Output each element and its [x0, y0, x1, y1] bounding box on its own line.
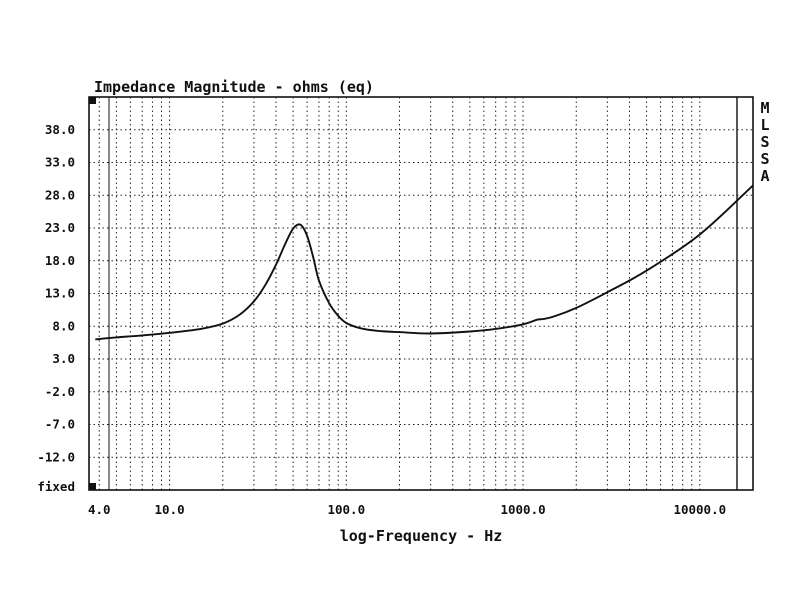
grid-lines	[89, 97, 753, 490]
x-tick-label: 10.0	[155, 502, 185, 517]
y-tick-label: 8.0	[52, 318, 75, 333]
x-tick-label: 1000.0	[500, 502, 545, 517]
bottom-left-marker	[89, 483, 96, 490]
x-tick-label: 100.0	[327, 502, 365, 517]
impedance-curve	[95, 184, 754, 341]
x-axis-label: log-Frequency - Hz	[340, 527, 503, 545]
side-label-letter: A	[760, 167, 769, 185]
fixed-label: fixed	[37, 479, 75, 494]
top-left-marker	[89, 97, 96, 104]
x-tick-label: 10000.0	[673, 502, 726, 517]
y-tick-label: 33.0	[45, 155, 75, 170]
series-layer	[95, 184, 754, 341]
side-label-letter: S	[760, 133, 769, 151]
y-tick-label: 23.0	[45, 220, 75, 235]
y-tick-label: -12.0	[37, 449, 75, 464]
y-tick-label: 38.0	[45, 122, 75, 137]
side-label-letter: L	[760, 116, 769, 134]
x-tick-label: 4.0	[88, 502, 111, 517]
y-tick-label: -2.0	[45, 384, 75, 399]
x-tick-labels: 4.0 10.0 100.0 1000.0 10000.0	[88, 502, 726, 517]
y-tick-labels: 38.0 33.0 28.0 23.0 18.0 13.0 8.0 3.0 -2.0 -7.0 -1…	[37, 122, 75, 465]
side-label-letter: S	[760, 150, 769, 168]
y-tick-label: -7.0	[45, 417, 75, 432]
y-tick-label: 3.0	[52, 351, 75, 366]
plot-frame	[88, 96, 754, 491]
side-label-letter: M	[760, 99, 769, 117]
y-tick-label: 18.0	[45, 253, 75, 268]
chart-title: Impedance Magnitude - ohms (eq)	[94, 78, 374, 96]
y-tick-label: 28.0	[45, 187, 75, 202]
y-tick-label: 13.0	[45, 286, 75, 301]
